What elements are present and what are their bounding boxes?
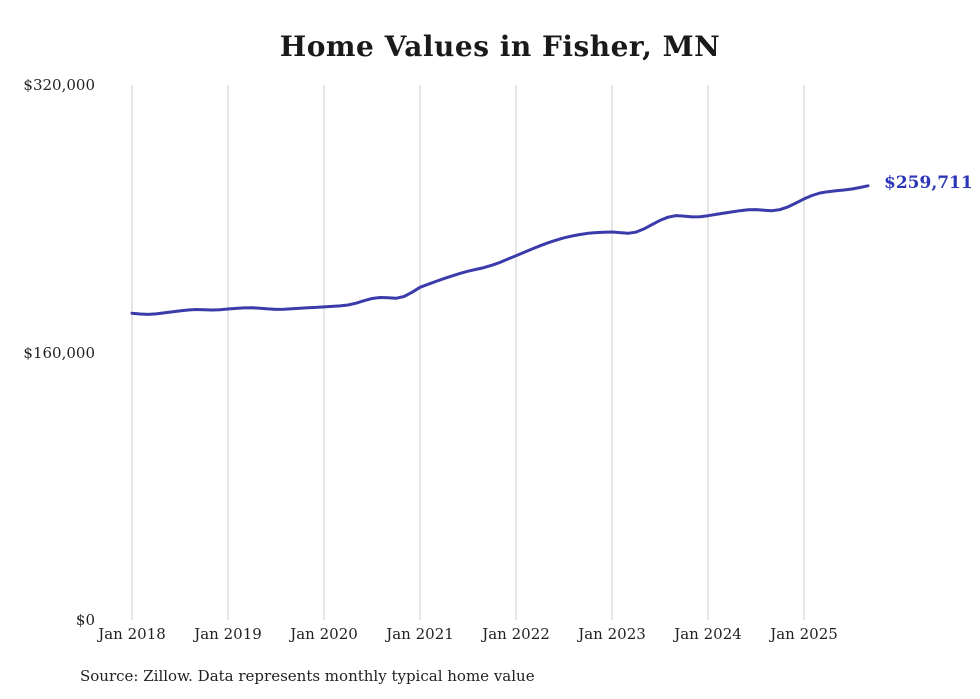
y-tick-label: $320,000 — [23, 76, 95, 94]
latest-value-label: $259,711 — [884, 172, 973, 193]
chart-title: Home Values in Fisher, MN — [279, 30, 721, 63]
home-value-line — [130, 184, 870, 316]
y-tick-label: $160,000 — [23, 343, 95, 362]
x-tick-label: Jan 2023 — [578, 625, 646, 643]
x-tick-label: Jan 2022 — [482, 625, 550, 643]
source-note: Source: Zillow. Data represents monthly … — [80, 667, 535, 685]
y-tick-label: $0 — [75, 611, 95, 629]
x-tick-label: Jan 2018 — [98, 625, 166, 643]
x-tick-label: Jan 2020 — [290, 625, 358, 643]
x-tick-label: Jan 2024 — [674, 625, 742, 643]
x-tick-label: Jan 2021 — [386, 625, 454, 643]
x-tick-label: Jan 2019 — [194, 625, 262, 643]
x-tick-label: Jan 2025 — [770, 625, 838, 643]
